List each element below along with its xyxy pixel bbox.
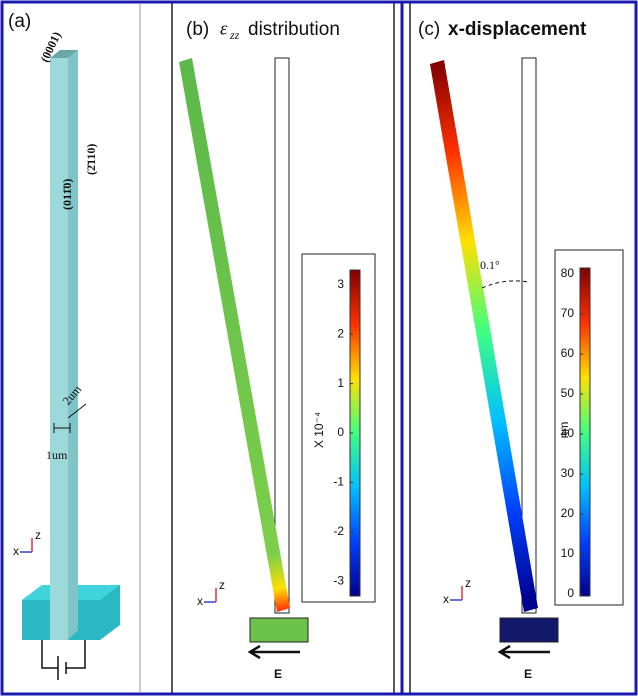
axis-triad: xz [197, 578, 225, 608]
axis-triad: xz [443, 576, 471, 606]
axis-label: x [443, 592, 449, 606]
reference-outline [521, 57, 537, 614]
colorbar: 3 2 1 0 -1 -2 -3 [333, 269, 361, 597]
dimension-lines [53, 403, 87, 433]
colorbar-tick-label: 40 [561, 426, 575, 440]
colorbar-tick-label: 0 [337, 425, 344, 439]
panel-title: distribution [248, 19, 340, 40]
deformed-pillar [430, 60, 538, 612]
colorbar-tick-label: 2 [337, 326, 344, 340]
axis-label: x [13, 544, 19, 558]
colorbar-tick-label: 30 [561, 466, 575, 480]
title-symbol: ε [220, 18, 228, 39]
deformed-pillar [179, 58, 290, 612]
colorbar-box [301, 253, 376, 603]
colorbar-tick-label: -2 [333, 524, 344, 538]
colorbar-tick-label: 10 [561, 546, 575, 560]
colorbar-tick-label: -1 [333, 475, 344, 489]
axis-triad: xz [13, 528, 41, 558]
panel-label: (b) [186, 19, 209, 40]
field-label: E [524, 667, 532, 681]
field-label: E [274, 667, 282, 681]
title-subscript: zz [229, 28, 240, 42]
axis-label: x [197, 594, 203, 608]
colorbar-tick-label: 80 [561, 266, 575, 280]
field-arrow [247, 644, 300, 660]
axis-label: z [465, 576, 471, 590]
colorbar-tick-label: -3 [333, 573, 344, 587]
field-arrow [497, 644, 550, 660]
colorbar-tick-label: 3 [337, 277, 344, 291]
colorbar-gradient [579, 267, 591, 597]
colorbar-label: X 10⁻⁴ [312, 412, 326, 448]
facet-label: (011̄0) [60, 179, 74, 210]
pillar [50, 58, 68, 640]
pillar-top [50, 50, 78, 58]
base [249, 617, 309, 643]
colorbar-tick-label: 50 [561, 386, 575, 400]
colorbar-tick-label: 60 [561, 346, 575, 360]
axis-label: z [219, 578, 225, 592]
axis-label: z [35, 528, 41, 542]
colorbar-tick-label: 0 [567, 586, 574, 600]
angle-label: 0.1° [480, 258, 500, 272]
colorbar-label: nm [557, 422, 571, 439]
circuit [41, 640, 86, 680]
base [499, 617, 559, 643]
facet-label: (2̄110) [84, 144, 98, 175]
panel-title: x-displacement [448, 19, 587, 40]
panel-label: (a) [8, 11, 31, 32]
dimension-label: 1um [46, 448, 68, 462]
colorbar-tick-label: 70 [561, 306, 575, 320]
reference-outline [274, 57, 290, 614]
colorbar-tick-label: 1 [337, 376, 344, 390]
panel-label: (c) [418, 19, 440, 40]
colorbar-tick-label: 20 [561, 506, 575, 520]
pillar-side [68, 50, 78, 640]
colorbar: 0 10 20 30 40 50 60 70 80 [561, 266, 591, 600]
angle-arc [481, 280, 529, 289]
